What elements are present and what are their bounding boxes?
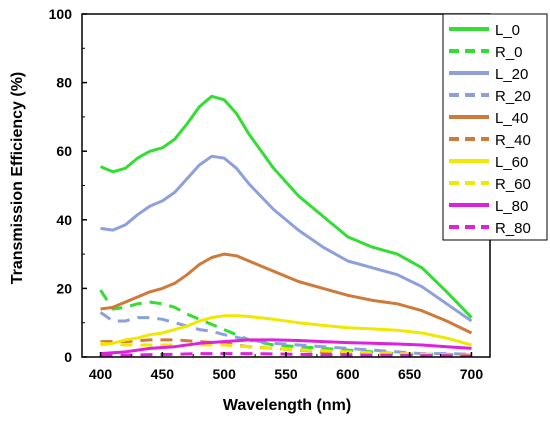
legend-label: R_60	[495, 176, 531, 193]
y-tick-label: 60	[56, 143, 72, 159]
x-tick-label: 500	[213, 366, 237, 382]
plot-area	[81, 13, 491, 358]
legend: L_0 R_0 L_20 R_20 L_40 R_40 L_60 R_60 L_80 R_80	[442, 13, 548, 241]
plot-frame	[81, 13, 491, 358]
x-tick-label: 650	[398, 366, 422, 382]
legend-label: L_20	[495, 66, 528, 83]
legend-label: R_40	[495, 132, 531, 149]
legend-label: L_60	[495, 154, 528, 171]
y-tick-label: 20	[56, 280, 72, 296]
x-tick-label: 450	[151, 366, 175, 382]
x-tick-label: 400	[89, 366, 113, 382]
y-tick-label: 100	[49, 6, 73, 22]
series-line-l-0	[99, 94, 473, 319]
legend-label: R_80	[495, 220, 531, 237]
y-axis-label: Transmission Efficiency (%)	[9, 72, 26, 285]
series-line-l-60	[100, 314, 472, 347]
x-tick-label: 600	[336, 366, 360, 382]
legend-label: L_80	[495, 198, 528, 215]
y-tick-label: 0	[64, 349, 72, 365]
legend-label: R_20	[495, 88, 531, 105]
legend-box	[442, 13, 548, 241]
y-tick-label: 80	[56, 75, 72, 91]
legend-label: R_0	[495, 44, 523, 61]
series-line-l-20	[100, 154, 473, 323]
series-line-l-80	[100, 338, 472, 356]
x-tick-label: 550	[274, 366, 298, 382]
y-tick-label: 40	[56, 212, 72, 228]
y-axis: 0 20 40 60 80 100	[49, 6, 87, 365]
series-line-l-40	[100, 252, 473, 335]
series-line-r-20	[99, 311, 472, 356]
legend-label: L_40	[495, 110, 528, 127]
x-tick-label: 700	[460, 366, 484, 382]
x-axis-label: Wavelength (nm)	[223, 397, 351, 414]
x-axis: 400 450 500 550 600 650 700	[89, 352, 483, 382]
legend-label: L_0	[495, 22, 520, 39]
